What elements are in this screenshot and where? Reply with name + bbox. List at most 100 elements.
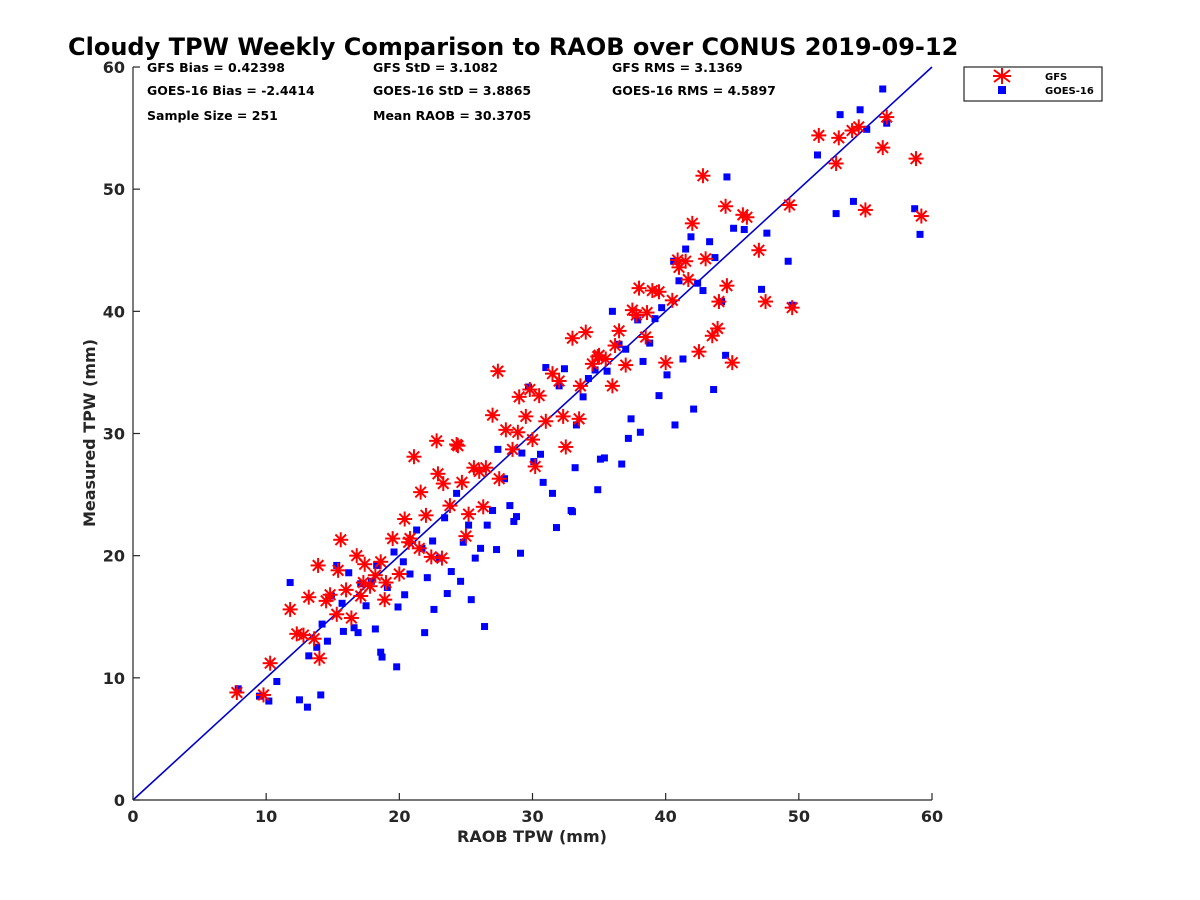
gfs-point bbox=[590, 349, 606, 365]
gfs-point bbox=[695, 168, 711, 184]
goes16-point bbox=[682, 245, 690, 253]
goes16-point bbox=[295, 696, 303, 704]
goes16-point bbox=[256, 692, 264, 700]
goes16-point bbox=[603, 367, 611, 375]
gfs-point bbox=[458, 528, 474, 544]
gfs-point bbox=[311, 650, 327, 666]
gfs-point bbox=[391, 566, 407, 582]
goes16-point bbox=[338, 599, 346, 607]
gfs-point bbox=[639, 305, 655, 321]
goes16-point bbox=[506, 502, 514, 510]
goes16-point bbox=[399, 558, 407, 566]
legend: GFS GOES-16 bbox=[963, 66, 1103, 102]
goes16-point bbox=[675, 277, 683, 285]
gfs-point bbox=[478, 460, 494, 476]
goes16-point bbox=[313, 643, 321, 651]
goes16-point bbox=[234, 685, 242, 693]
x-tick-label: 40 bbox=[655, 807, 677, 826]
goes16-point bbox=[493, 546, 501, 554]
gfs-point bbox=[282, 601, 298, 617]
gfs-point bbox=[691, 344, 707, 360]
goes16-point bbox=[467, 596, 475, 604]
goes16-point bbox=[758, 285, 766, 293]
gfs-point bbox=[670, 252, 686, 268]
gfs-point bbox=[295, 627, 311, 643]
points-layer bbox=[229, 85, 929, 711]
gfs-point bbox=[572, 378, 588, 394]
goes16-point bbox=[443, 590, 451, 598]
gfs-point bbox=[751, 242, 767, 258]
y-tick-label: 30 bbox=[103, 425, 125, 444]
goes16-point bbox=[634, 316, 642, 324]
gfs-point bbox=[330, 562, 346, 578]
goes16-point bbox=[699, 287, 707, 295]
goes16-point bbox=[423, 574, 431, 582]
goes16-point bbox=[430, 605, 438, 613]
goes16-point bbox=[863, 125, 871, 133]
series-goes-16 bbox=[234, 85, 924, 711]
goes16-point bbox=[362, 602, 370, 610]
stat-gfs-rms: GFS RMS = 3.1369 bbox=[612, 60, 743, 75]
goes16-point bbox=[401, 591, 409, 599]
gfs-point bbox=[724, 355, 740, 371]
goes16-point bbox=[413, 526, 421, 534]
goes16-point bbox=[832, 210, 840, 218]
goes16-point bbox=[568, 508, 576, 516]
x-tick-label: 20 bbox=[388, 807, 410, 826]
gfs-point bbox=[367, 567, 383, 583]
goes16-point bbox=[286, 579, 294, 587]
goes16-point bbox=[694, 279, 702, 287]
goes16-point bbox=[265, 697, 273, 705]
stat-gfs-bias: GFS Bias = 0.42398 bbox=[147, 60, 285, 75]
goes16-point bbox=[670, 257, 678, 265]
stat-sample-size: Sample Size = 251 bbox=[147, 108, 278, 123]
gfs-point bbox=[584, 356, 600, 372]
gfs-point bbox=[498, 422, 514, 438]
goes16-point bbox=[350, 624, 358, 632]
goes16-point bbox=[303, 703, 311, 711]
goes16-point bbox=[856, 106, 864, 114]
gfs-point bbox=[631, 280, 647, 296]
goes16-point bbox=[339, 627, 347, 635]
goes16-point bbox=[383, 583, 391, 591]
gfs-point bbox=[450, 438, 466, 454]
goes16-point bbox=[305, 652, 313, 660]
goes16-point bbox=[548, 489, 556, 497]
gfs-point bbox=[301, 589, 317, 605]
goes16-point bbox=[763, 229, 771, 237]
goes16-point bbox=[333, 561, 341, 569]
goes16-point bbox=[711, 254, 719, 262]
goes16-point bbox=[690, 405, 698, 413]
gfs-point bbox=[578, 324, 594, 340]
goes16-point bbox=[722, 351, 730, 359]
gfs-point bbox=[711, 294, 727, 310]
goes16-point bbox=[517, 549, 525, 557]
goes16-point bbox=[367, 577, 375, 585]
gfs-point bbox=[531, 388, 547, 404]
goes16-point bbox=[608, 307, 616, 315]
gfs-point bbox=[680, 272, 696, 288]
goes16-point bbox=[323, 637, 331, 645]
gfs-point bbox=[651, 284, 667, 300]
goes16-point bbox=[377, 648, 385, 656]
goes16-point bbox=[572, 421, 580, 429]
gfs-point bbox=[564, 330, 580, 346]
gfs-point bbox=[704, 328, 720, 344]
gfs-point bbox=[782, 197, 798, 213]
gfs-point bbox=[434, 550, 450, 566]
gfs-point bbox=[475, 499, 491, 515]
x-tick-label: 60 bbox=[921, 807, 943, 826]
chart-title: Cloudy TPW Weekly Comparison to RAOB ove… bbox=[68, 33, 958, 61]
goes16-point bbox=[421, 629, 429, 637]
goes16-point bbox=[542, 364, 550, 372]
goes16-point bbox=[849, 197, 857, 205]
gfs-point bbox=[329, 606, 345, 622]
goes16-point bbox=[730, 224, 738, 232]
gfs-point bbox=[522, 382, 538, 398]
goes16-point bbox=[639, 357, 647, 365]
goes16-point bbox=[706, 238, 714, 246]
gfs-point bbox=[571, 411, 587, 427]
gfs-point bbox=[908, 151, 924, 167]
legend-gfs-marker bbox=[993, 68, 1011, 84]
